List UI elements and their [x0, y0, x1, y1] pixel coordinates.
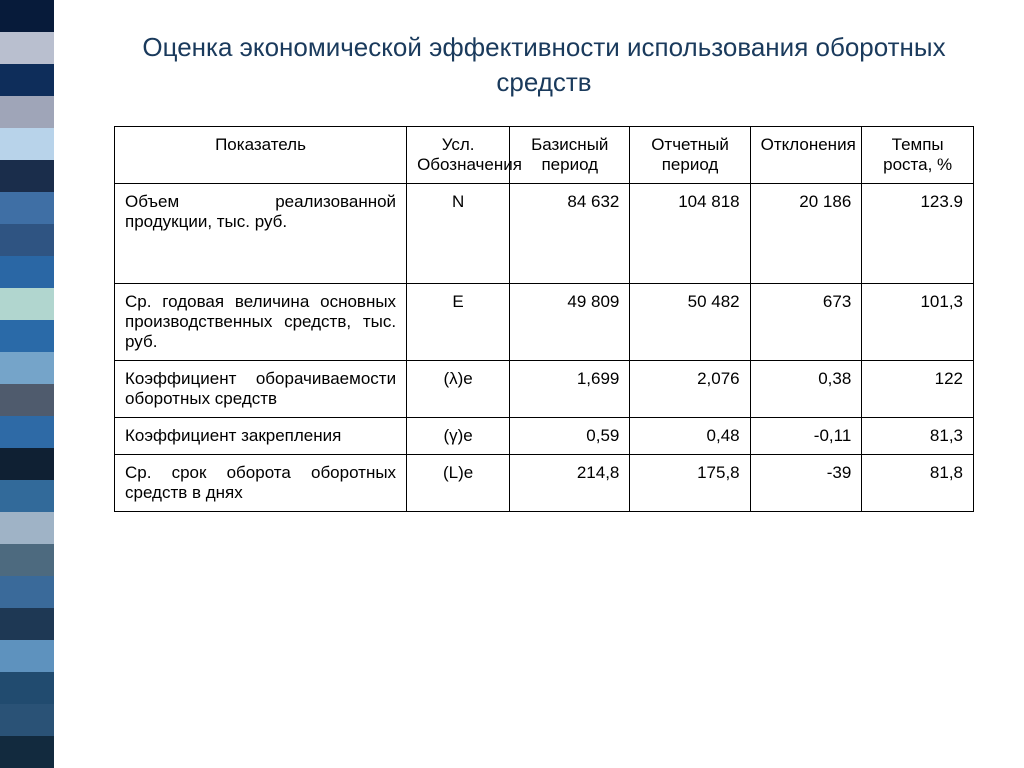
stripe [0, 320, 54, 352]
stripe [0, 480, 54, 512]
row-base: 1,699 [510, 361, 630, 418]
row-label: Ср. срок оборота оборотных средств в дня… [115, 455, 407, 512]
row-report: 2,076 [630, 361, 750, 418]
stripe [0, 512, 54, 544]
stripe [0, 288, 54, 320]
stripe [0, 160, 54, 192]
table-row: Коэффициент оборачиваемости оборотных ср… [115, 361, 974, 418]
row-deviation: -39 [750, 455, 862, 512]
stripe [0, 192, 54, 224]
row-deviation: 0,38 [750, 361, 862, 418]
row-base: 0,59 [510, 418, 630, 455]
row-rate: 122 [862, 361, 974, 418]
slide-content: Оценка экономической эффективности испол… [54, 0, 1024, 768]
stripe [0, 704, 54, 736]
row-base: 84 632 [510, 184, 630, 284]
row-label: Коэффициент оборачиваемости оборотных ср… [115, 361, 407, 418]
stripe [0, 640, 54, 672]
stripe [0, 0, 54, 32]
table-header-row: Показатель Усл. Обозначения Базисный пер… [115, 127, 974, 184]
row-base: 49 809 [510, 284, 630, 361]
decorative-stripe-band [0, 0, 54, 768]
stripe [0, 64, 54, 96]
col-header-symbol: Усл. Обозначения [407, 127, 510, 184]
col-header-deviation: Отклонения [750, 127, 862, 184]
stripe [0, 448, 54, 480]
slide-title: Оценка экономической эффективности испол… [114, 30, 974, 100]
stripe [0, 416, 54, 448]
col-header-base: Базисный период [510, 127, 630, 184]
table-row: Ср. срок оборота оборотных средств в дня… [115, 455, 974, 512]
row-rate: 81,3 [862, 418, 974, 455]
row-rate: 123.9 [862, 184, 974, 284]
row-label: Коэффициент закрепления [115, 418, 407, 455]
stripe [0, 32, 54, 64]
row-rate: 81,8 [862, 455, 974, 512]
row-label: Объем реализованной продукции, тыс. руб. [115, 184, 407, 284]
data-table: Показатель Усл. Обозначения Базисный пер… [114, 126, 974, 512]
stripe [0, 672, 54, 704]
col-header-indicator: Показатель [115, 127, 407, 184]
row-base: 214,8 [510, 455, 630, 512]
row-symbol: (γ)e [407, 418, 510, 455]
row-symbol: (λ)e [407, 361, 510, 418]
row-report: 0,48 [630, 418, 750, 455]
row-deviation: 673 [750, 284, 862, 361]
row-label: Ср. годовая величина основных производст… [115, 284, 407, 361]
stripe [0, 224, 54, 256]
stripe [0, 96, 54, 128]
stripe [0, 608, 54, 640]
row-symbol: E [407, 284, 510, 361]
stripe [0, 256, 54, 288]
stripe [0, 576, 54, 608]
table-row: Ср. годовая величина основных производст… [115, 284, 974, 361]
stripe [0, 544, 54, 576]
row-deviation: 20 186 [750, 184, 862, 284]
row-report: 104 818 [630, 184, 750, 284]
stripe [0, 352, 54, 384]
col-header-report: Отчетный период [630, 127, 750, 184]
stripe [0, 736, 54, 768]
row-report: 50 482 [630, 284, 750, 361]
col-header-rate: Темпы роста, % [862, 127, 974, 184]
table-row: Объем реализованной продукции, тыс. руб.… [115, 184, 974, 284]
row-rate: 101,3 [862, 284, 974, 361]
row-symbol: (L)e [407, 455, 510, 512]
stripe [0, 384, 54, 416]
stripe [0, 128, 54, 160]
row-symbol: N [407, 184, 510, 284]
table-row: Коэффициент закрепления(γ)e0,590,48-0,11… [115, 418, 974, 455]
row-report: 175,8 [630, 455, 750, 512]
row-deviation: -0,11 [750, 418, 862, 455]
